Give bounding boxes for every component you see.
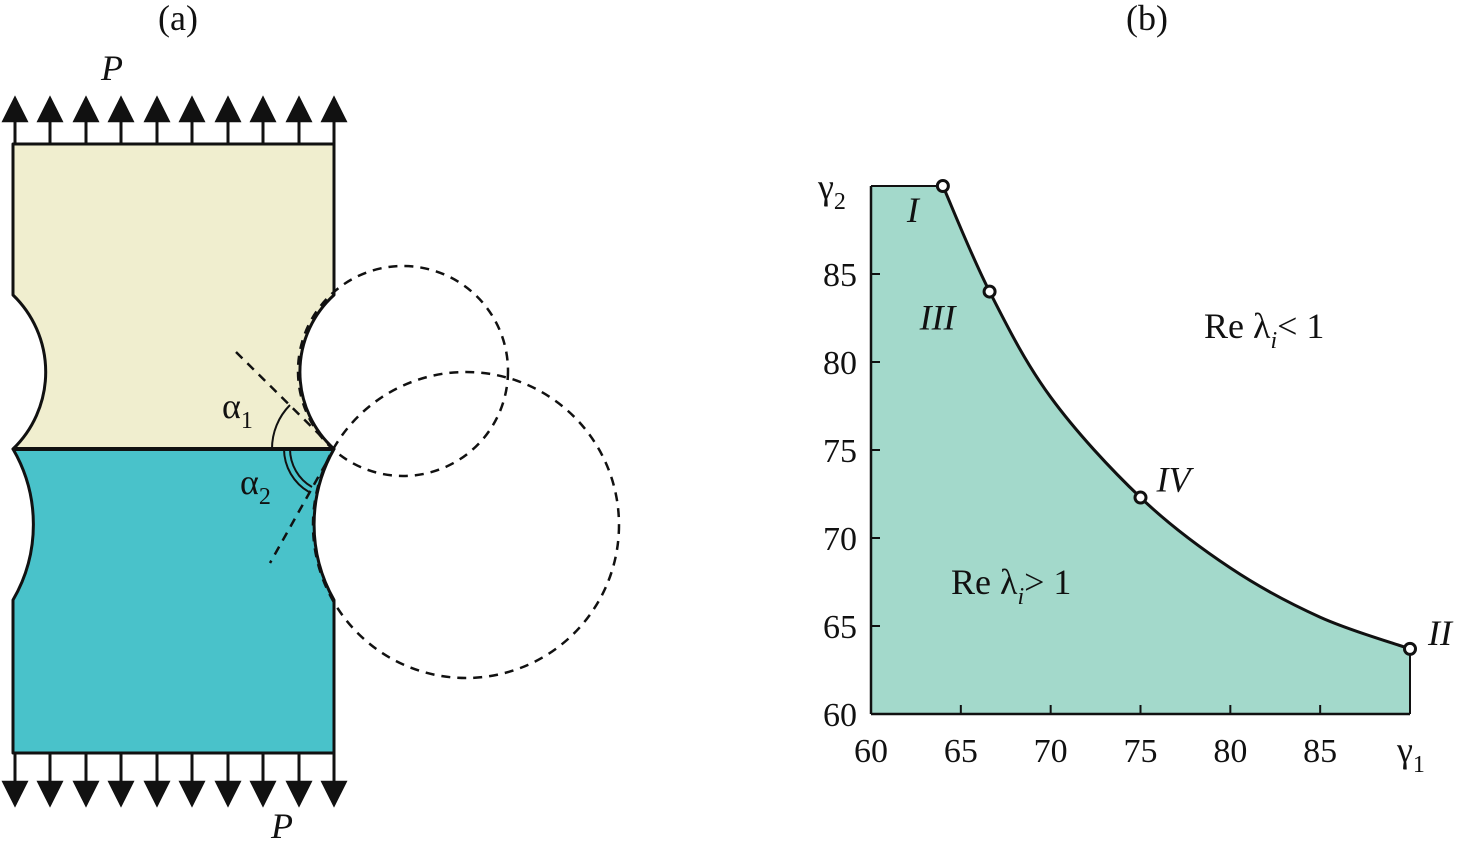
panel-a: (a) P α1 α: [1, 0, 621, 846]
point-label-ii: II: [1427, 613, 1454, 653]
load-label-top: P: [100, 48, 123, 88]
region-label-below: Re λi> 1: [951, 562, 1071, 610]
x-axis-label: γ1: [1396, 730, 1425, 778]
x-tick-label: 75: [1124, 733, 1158, 770]
x-tick-label: 60: [854, 733, 888, 770]
point-iii: [982, 284, 997, 299]
notch-circle-lower: [311, 370, 621, 680]
y-tick-label: 70: [823, 521, 857, 558]
y-tick-label: 85: [823, 257, 857, 294]
load-label-bottom: P: [270, 806, 293, 846]
stable-region-fill: [871, 186, 1410, 714]
point-ii: [1403, 641, 1417, 656]
point-label-iv: IV: [1156, 460, 1195, 500]
top-load-arrows: [1, 95, 348, 144]
tangent-line-lower: [268, 448, 336, 564]
x-tick-label: 80: [1213, 733, 1247, 770]
bottom-load-arrows: [1, 753, 348, 808]
tangent-line-upper: [235, 351, 335, 450]
angle-arc-alpha2-outer: [283, 448, 310, 493]
point-label-i: I: [906, 190, 921, 230]
lower-material: [11, 447, 336, 755]
x-tick-label: 70: [1034, 733, 1068, 770]
panel-b-label: (b): [1126, 0, 1168, 38]
region-label-above: Re λi< 1: [1204, 306, 1324, 354]
y-tick-label: 60: [823, 697, 857, 734]
point-i: [935, 179, 950, 193]
angle-arc-alpha1: [270, 404, 291, 450]
y-tick-label: 80: [823, 345, 857, 382]
y-tick-label: 75: [823, 433, 857, 470]
upper-material: [11, 142, 336, 451]
y-axis-label: γ2: [817, 167, 846, 215]
x-tick-label: 65: [944, 733, 978, 770]
notch-circle-upper: [296, 264, 510, 478]
panel-a-label: (a): [158, 0, 198, 38]
y-tick-label: 65: [823, 609, 857, 646]
x-axis-ticks: 60 65 70 75 80 85: [854, 705, 1337, 770]
y-axis-ticks: 60 65 70 75 80 85: [823, 257, 880, 734]
x-tick-label: 85: [1303, 733, 1337, 770]
angle-arc-alpha2-inner: [289, 448, 313, 488]
point-iv: [1133, 490, 1148, 505]
alpha1-label: α1: [222, 386, 253, 434]
alpha2-label: α2: [240, 462, 271, 510]
point-label-iii: III: [919, 298, 958, 338]
